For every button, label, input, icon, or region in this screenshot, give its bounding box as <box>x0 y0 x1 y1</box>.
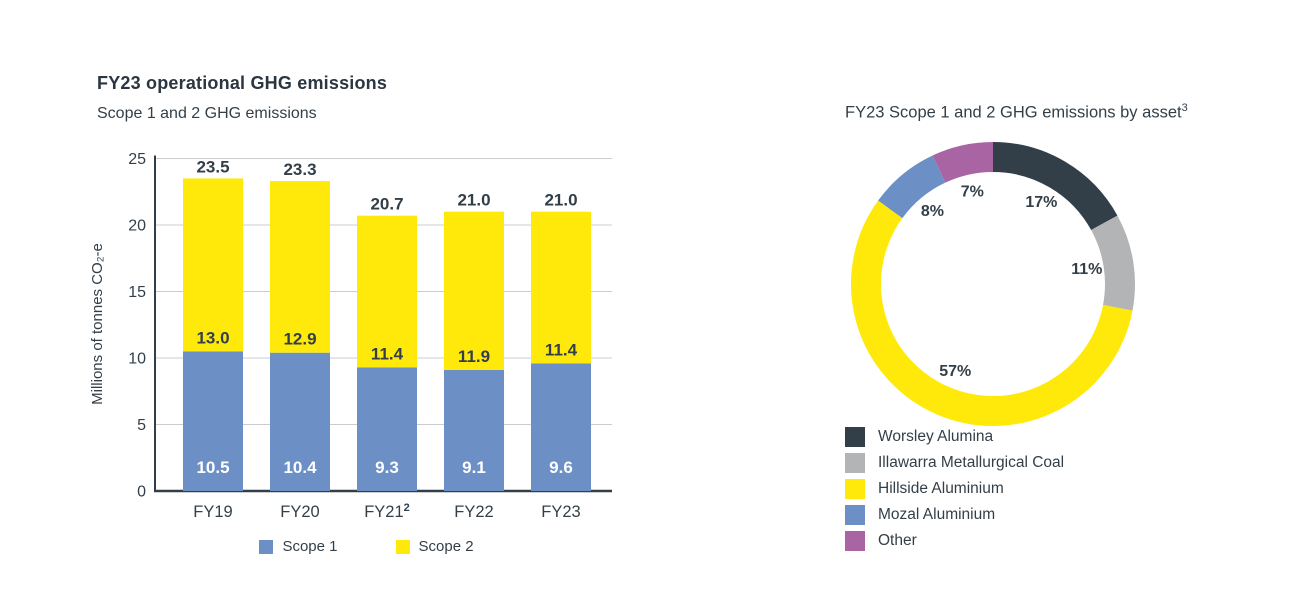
scope1-swatch <box>259 539 274 554</box>
hillside-aluminium-swatch <box>845 479 865 499</box>
donut-slice-mozal-aluminium <box>878 155 946 219</box>
legend-item-illawarra-metallurgical-coal: Illawarra Metallurgical Coal <box>845 453 1064 473</box>
legend-item-mozal-aluminium: Mozal Aluminium <box>845 505 1064 525</box>
hillside-aluminium-label: Hillside Aluminium <box>878 480 1004 497</box>
x-category-label-fy23: FY23 <box>541 503 580 521</box>
total-value-label-fy23: 21.0 <box>544 191 577 210</box>
worsley-alumina-swatch <box>845 427 865 447</box>
donut-slice-worsley-alumina <box>992 142 1118 231</box>
other-swatch <box>845 531 865 551</box>
bar-scope1-fy21 <box>357 367 417 491</box>
total-value-label-fy21: 20.7 <box>370 195 403 214</box>
legend-item-other: Other <box>845 531 1064 551</box>
bar-scope1-fy20 <box>270 352 330 491</box>
donut-pct-label-other: 7% <box>961 183 984 200</box>
mozal-aluminium-swatch <box>845 505 865 525</box>
bar-scope1-fy19 <box>183 351 243 491</box>
mozal-aluminium-label: Mozal Aluminium <box>878 506 996 523</box>
donut-slice-illawarra-metallurgical-coal <box>1090 215 1135 311</box>
y-tick-label-10: 10 <box>128 351 146 368</box>
bar-scope2-fy19 <box>183 178 243 352</box>
bar-chart-legend: Scope 1 Scope 2 <box>94 538 639 555</box>
bar-chart-subtitle: Scope 1 and 2 GHG emissions <box>97 105 317 122</box>
bar-scope2-fy20 <box>270 181 330 353</box>
donut-slice-other <box>932 142 994 183</box>
scope2-legend-label: Scope 2 <box>418 538 474 555</box>
total-value-label-fy22: 21.0 <box>457 191 490 210</box>
total-value-label-fy19: 23.5 <box>196 157 229 176</box>
donut-chart-title: FY23 Scope 1 and 2 GHG emissions by asse… <box>845 102 1188 123</box>
y-axis-title: Millions of tonnes CO₂-e <box>89 243 106 405</box>
bar-scope1-fy22 <box>444 369 504 491</box>
legend-item-hillside-aluminium: Hillside Aluminium <box>845 479 1064 499</box>
donut-title-footnote: 3 <box>1181 102 1188 114</box>
x-category-label-fy20: FY20 <box>280 503 319 521</box>
legend-item-scope2: Scope 2 <box>395 538 474 555</box>
x-category-label-fy22: FY22 <box>454 503 493 521</box>
donut-pct-label-illawarra-metallurgical-coal: 11% <box>1071 261 1102 278</box>
illawarra-metallurgical-coal-label: Illawarra Metallurgical Coal <box>878 454 1065 471</box>
bar-scope2-fy23 <box>531 211 591 364</box>
scope1-value-label-fy22: 9.1 <box>462 458 486 477</box>
other-label: Other <box>878 532 917 549</box>
donut-slice-hillside-aluminium <box>851 200 1133 426</box>
illawarra-metallurgical-coal-swatch <box>845 453 865 473</box>
donut-pct-label-mozal-aluminium: 8% <box>921 203 944 220</box>
y-tick-label-5: 5 <box>137 417 146 434</box>
scope2-value-label-fy20: 12.9 <box>283 330 316 349</box>
scope1-legend-label: Scope 1 <box>282 538 338 555</box>
bar-scope2-fy21 <box>357 215 417 368</box>
scope2-swatch <box>395 539 410 554</box>
y-tick-label-20: 20 <box>128 218 146 235</box>
donut-pct-label-hillside-aluminium: 57% <box>939 363 971 380</box>
legend-item-worsley-alumina: Worsley Alumina <box>845 427 1064 447</box>
y-tick-label-15: 15 <box>128 284 146 301</box>
scope1-value-label-fy23: 9.6 <box>549 458 573 477</box>
x-category-label-fy19: FY19 <box>193 503 232 521</box>
donut-title-text: FY23 Scope 1 and 2 GHG emissions by asse… <box>845 103 1182 122</box>
scope1-value-label-fy19: 10.5 <box>196 458 229 477</box>
bar-scope1-fy23 <box>531 363 591 491</box>
x-category-label-fy21: FY212 <box>364 502 410 521</box>
scope2-value-label-fy19: 13.0 <box>196 328 229 347</box>
legend-item-scope1: Scope 1 <box>259 538 338 555</box>
bar-scope2-fy22 <box>444 211 504 370</box>
total-value-label-fy20: 23.3 <box>283 160 316 179</box>
y-tick-label-0: 0 <box>137 484 146 501</box>
donut-pct-label-worsley-alumina: 17% <box>1025 194 1057 211</box>
bar-chart-title: FY23 operational GHG emissions <box>97 73 388 93</box>
y-tick-label-25: 25 <box>128 151 146 168</box>
scope1-value-label-fy21: 9.3 <box>375 458 399 477</box>
donut-chart: 17% 11% 57% 8% 7% <box>851 142 1135 426</box>
stacked-bar-chart: 0 5 10 15 20 25 Millions of tonnes CO₂-e 10.5 13… <box>89 151 612 521</box>
scope2-value-label-fy23: 11.4 <box>545 340 578 359</box>
scope2-value-label-fy21: 11.4 <box>371 344 404 363</box>
scope1-value-label-fy20: 10.4 <box>283 458 317 477</box>
worsley-alumina-label: Worsley Alumina <box>878 428 994 445</box>
scope2-value-label-fy22: 11.9 <box>458 347 490 366</box>
donut-legend: Worsley Alumina Illawarra Metallurgical … <box>845 427 1064 551</box>
